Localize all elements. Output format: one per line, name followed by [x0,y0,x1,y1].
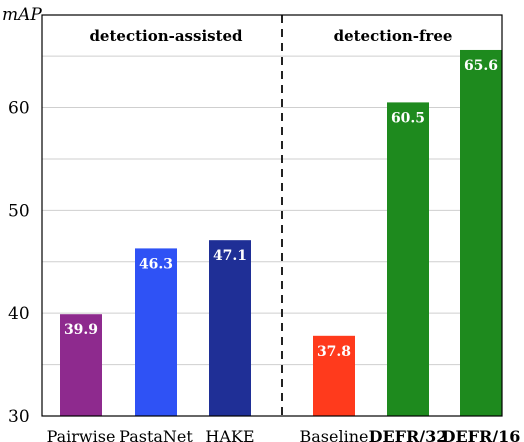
x-tick-label-defr-16: DEFR/16 [442,427,521,442]
x-tick-label-pastanet: PastaNet [119,427,193,442]
x-tick-label-pairwise: Pairwise [47,427,116,442]
y-tick-label: 30 [8,407,30,427]
bar-value-label: 39.9 [64,322,98,338]
bar-value-label: 60.5 [391,110,425,126]
gridlines [42,55,502,366]
plot-frame [41,14,503,417]
x-tick-labels: Pairwise PastaNet HAKE Baseline DEFR/32DEFR/… [47,427,521,442]
bar-defr-16 [460,49,502,416]
bar-pastanet [135,248,177,416]
bar-value-label: 65.6 [464,58,498,74]
x-tick-label-defr-32: DEFR/32 [369,427,448,442]
y-axis-label: mAP [2,5,42,25]
group-label-detection-assisted: detection-assisted [89,27,243,45]
bar-value-label: 37.8 [317,344,351,360]
bar-value-label: 46.3 [139,256,173,272]
bars [60,49,502,417]
x-tick-label-hake: HAKE [205,427,254,442]
x-tick-label-baseline: Baseline [300,427,369,442]
bar-baseline [313,335,355,416]
y-tick-label: 60 [8,99,30,119]
bar-value-labels: 39.9 46.3 47.1 37.8 60.5 65.6 [64,58,498,360]
y-tick-label: 50 [8,201,30,221]
bar-defr-32 [387,102,429,417]
y-tick-label: 40 [8,304,30,324]
bar-hake [209,240,251,416]
y-tick-labels: 30 40 50 60 [8,99,30,427]
bar-value-label: 47.1 [213,248,247,264]
group-label-detection-free: detection-free [334,27,453,45]
bar-pairwise [60,314,102,416]
